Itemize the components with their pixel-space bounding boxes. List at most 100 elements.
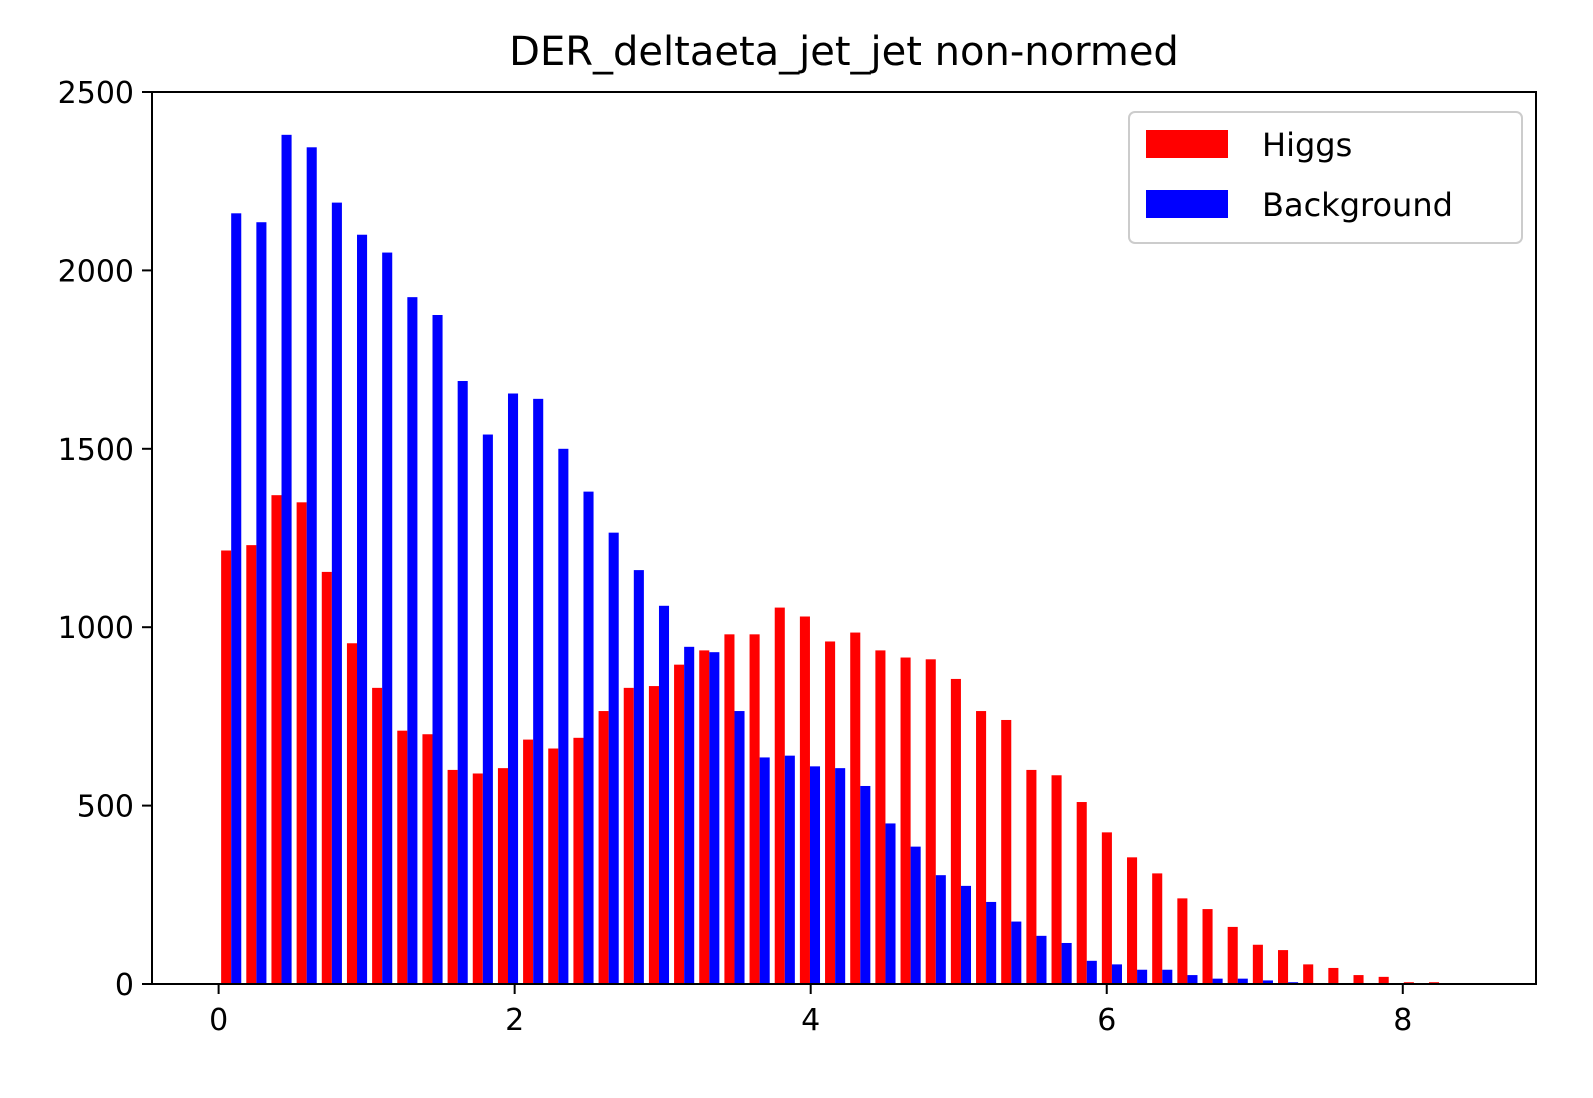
bar-higgs-34 [1076,802,1087,984]
bar-higgs-4 [321,571,332,984]
bar-higgs-26 [875,650,886,984]
bar-background-0 [231,213,242,984]
bar-higgs-14 [573,737,584,984]
bar-background-11 [507,393,519,984]
bar-higgs-20 [724,634,735,984]
bar-background-8 [432,315,443,984]
bar-higgs-2 [271,495,282,984]
bar-background-12 [533,398,544,985]
bar-background-36 [1137,969,1148,984]
bar-background-26 [885,823,896,984]
bar-higgs-1 [246,545,257,984]
x-tick-label: 0 [209,1003,228,1038]
bar-higgs-13 [548,748,559,984]
legend: Higgs Background [1128,111,1523,244]
bar-background-13 [558,448,569,984]
bar-higgs-19 [699,650,710,984]
x-tick-label: 6 [1097,1003,1116,1038]
bar-higgs-28 [925,659,936,984]
bar-higgs-33 [1051,775,1062,984]
bar-background-15 [608,532,619,984]
bar-background-10 [482,434,493,984]
bar-background-29 [960,885,972,984]
bar-background-9 [457,381,468,984]
bar-higgs-45 [1353,975,1364,984]
bar-higgs-7 [397,730,408,984]
bar-background-16 [633,570,644,984]
bar-background-33 [1061,942,1072,984]
x-tick-label: 8 [1393,1003,1412,1038]
y-tick-label: 500 [77,790,134,825]
bar-higgs-18 [674,664,685,984]
bar-higgs-5 [346,643,358,984]
bar-higgs-46 [1378,976,1389,984]
bar-higgs-41 [1252,944,1263,984]
bar-background-18 [684,646,695,984]
bar-higgs-31 [1001,719,1012,984]
bar-background-24 [835,768,846,984]
bar-higgs-44 [1328,967,1339,984]
bar-higgs-22 [774,607,785,984]
bar-background-35 [1111,964,1122,984]
y-tick-label: 0 [115,968,134,1003]
bar-background-40 [1237,978,1248,984]
bar-higgs-6 [372,687,383,984]
legend-swatch-higgs [1146,130,1228,158]
bar-higgs-15 [598,711,609,984]
bar-higgs-42 [1278,950,1289,984]
bar-background-37 [1162,969,1173,984]
bar-higgs-10 [472,773,483,984]
bar-background-41 [1262,980,1273,984]
bars-layer [221,134,1440,985]
bar-higgs-38 [1177,898,1188,984]
bar-background-21 [759,757,770,984]
bar-higgs-25 [850,632,861,984]
x-axis: 0 2 4 6 8 [209,984,1412,1038]
bar-higgs-3 [296,502,307,984]
chart-title: DER_deltaeta_jet_jet non-normed [509,29,1179,75]
bar-higgs-37 [1152,873,1163,984]
y-axis: 0 500 1000 1500 2000 2500 [58,76,152,1003]
bar-background-32 [1036,935,1047,984]
bar-background-6 [382,252,393,984]
bar-background-7 [407,297,418,984]
bar-background-14 [583,491,594,984]
bar-higgs-35 [1101,832,1112,984]
bar-background-3 [306,147,317,985]
bar-background-22 [784,755,795,984]
legend-label-background: Background [1262,186,1453,224]
bar-higgs-11 [497,768,508,984]
y-tick-label: 2500 [58,76,134,111]
bar-higgs-9 [447,769,458,984]
bar-higgs-40 [1227,926,1238,984]
bar-background-30 [986,901,997,984]
bar-higgs-0 [221,550,232,984]
bar-background-25 [860,785,871,984]
bar-background-20 [734,711,745,984]
bar-higgs-8 [422,734,433,984]
bar-background-27 [910,846,921,984]
legend-swatch-background [1146,190,1228,218]
bar-higgs-30 [976,711,987,984]
bar-higgs-29 [950,678,961,984]
bar-background-39 [1212,978,1223,984]
plot-frame [151,91,1537,985]
bar-background-4 [331,202,342,985]
bar-higgs-36 [1127,857,1138,984]
bar-background-38 [1187,975,1198,984]
bar-higgs-17 [648,686,659,984]
bar-higgs-39 [1202,909,1213,984]
bar-higgs-32 [1026,769,1037,984]
bar-background-5 [357,234,368,985]
legend-label-higgs: Higgs [1262,126,1352,164]
bar-higgs-21 [749,634,760,984]
bar-higgs-12 [523,739,534,984]
bar-higgs-43 [1303,964,1314,984]
y-tick-label: 1000 [58,611,134,646]
bar-background-28 [935,875,946,984]
x-tick-label: 2 [505,1003,524,1038]
bar-higgs-27 [900,657,911,984]
bar-background-31 [1011,921,1022,984]
x-tick-label: 4 [801,1003,820,1038]
